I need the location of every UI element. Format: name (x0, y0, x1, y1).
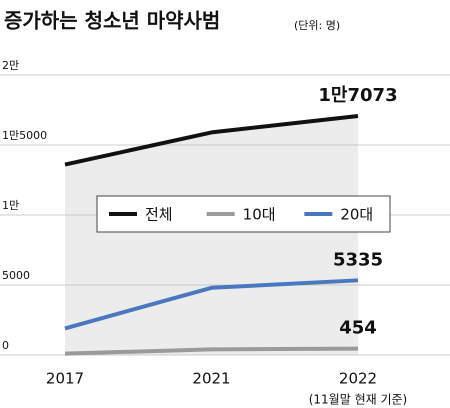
x-tick-label: 2021 (192, 370, 230, 388)
chart-subtitle: (단위: 명) (294, 19, 340, 32)
y-tick-label: 0 (2, 339, 9, 352)
x-tick-label: 2017 (46, 370, 84, 388)
line (64, 113, 359, 167)
value-label: 1만7073 (318, 85, 397, 106)
legend-label: 20대 (340, 206, 373, 224)
chart-title: 증가하는 청소년 마약사범 (4, 9, 220, 33)
y-tick-label: 1만5000 (2, 129, 47, 142)
y-tick-label: 2만 (2, 59, 19, 72)
x-tick-label: 2022 (339, 370, 377, 388)
line (64, 346, 359, 356)
legend-label: 전체 (145, 206, 173, 224)
y-tick-label: 5000 (2, 269, 30, 282)
legend-label: 10대 (243, 206, 276, 224)
area (65, 115, 358, 355)
value-label: 454 (339, 318, 377, 339)
line (64, 278, 359, 331)
x-note: (11월말 현재 기준) (309, 393, 408, 407)
y-tick-label: 1만 (2, 199, 19, 212)
legend-box (96, 195, 391, 233)
value-label: 5335 (333, 249, 383, 270)
